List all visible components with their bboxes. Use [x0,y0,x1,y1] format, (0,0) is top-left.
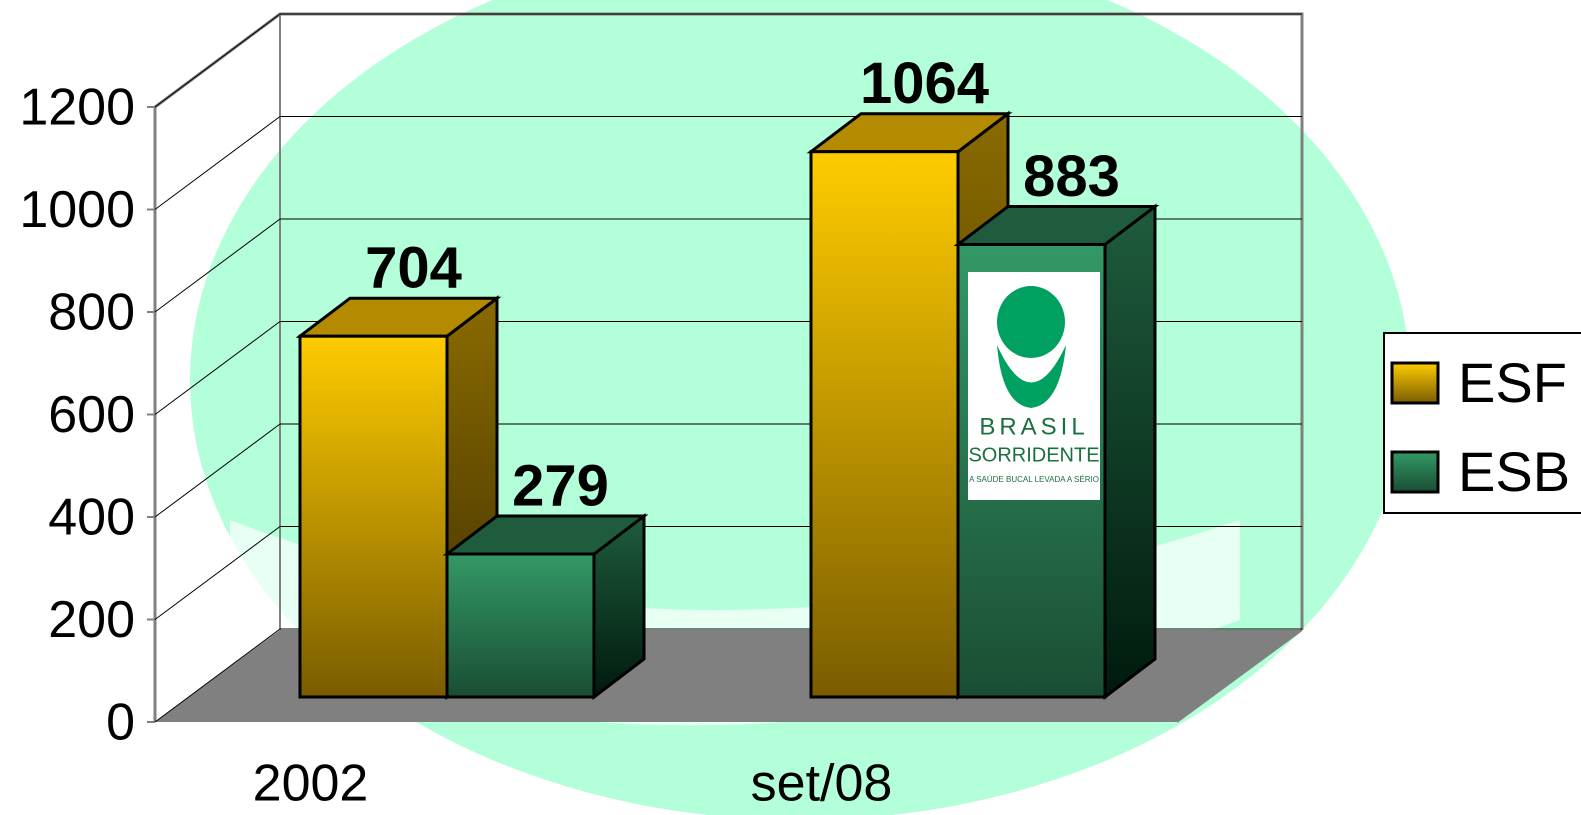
grid-line [154,526,281,620]
grid-line [154,423,281,518]
bar-side [1103,203,1157,701]
data-label: 1064 [860,51,989,116]
data-label: 883 [1023,144,1120,209]
legend-swatch [1390,450,1440,494]
logo-text: SORRIDENTE [968,444,1099,466]
y-tick-label: 600 [48,386,135,444]
logo-icon [997,286,1065,358]
legend-swatch [1390,361,1440,405]
grid-line [154,321,281,415]
y-tick-label: 1000 [19,181,135,239]
logo: BRASIL SORRIDENTE A SAÚDE BUCAL LEVADA A… [968,272,1100,500]
wall-edge [1176,629,1303,723]
y-tick-label: 400 [48,489,135,547]
grid-line [154,628,281,723]
data-label: 704 [365,236,462,301]
y-tick-label: 1200 [19,79,135,137]
bar [445,552,596,699]
logo-text: A SAÚDE BUCAL LEVADA A SÉRIO [969,475,1099,484]
logo-text: BRASIL [979,413,1088,440]
x-tick-label: set/08 [751,755,893,813]
y-tick-label: 200 [48,591,135,649]
bar [298,334,449,699]
legend-label: ESB [1458,440,1570,503]
grid-line [154,218,281,313]
logo-icon [997,345,1066,408]
grid-line [154,116,281,210]
legend-label: ESF [1458,351,1567,414]
y-tick-label: 800 [48,284,135,342]
grid-line [154,13,281,108]
data-label: 279 [512,453,609,518]
x-tick-label: 2002 [253,755,369,813]
y-tick-label: 0 [106,694,135,752]
bar [809,150,960,699]
